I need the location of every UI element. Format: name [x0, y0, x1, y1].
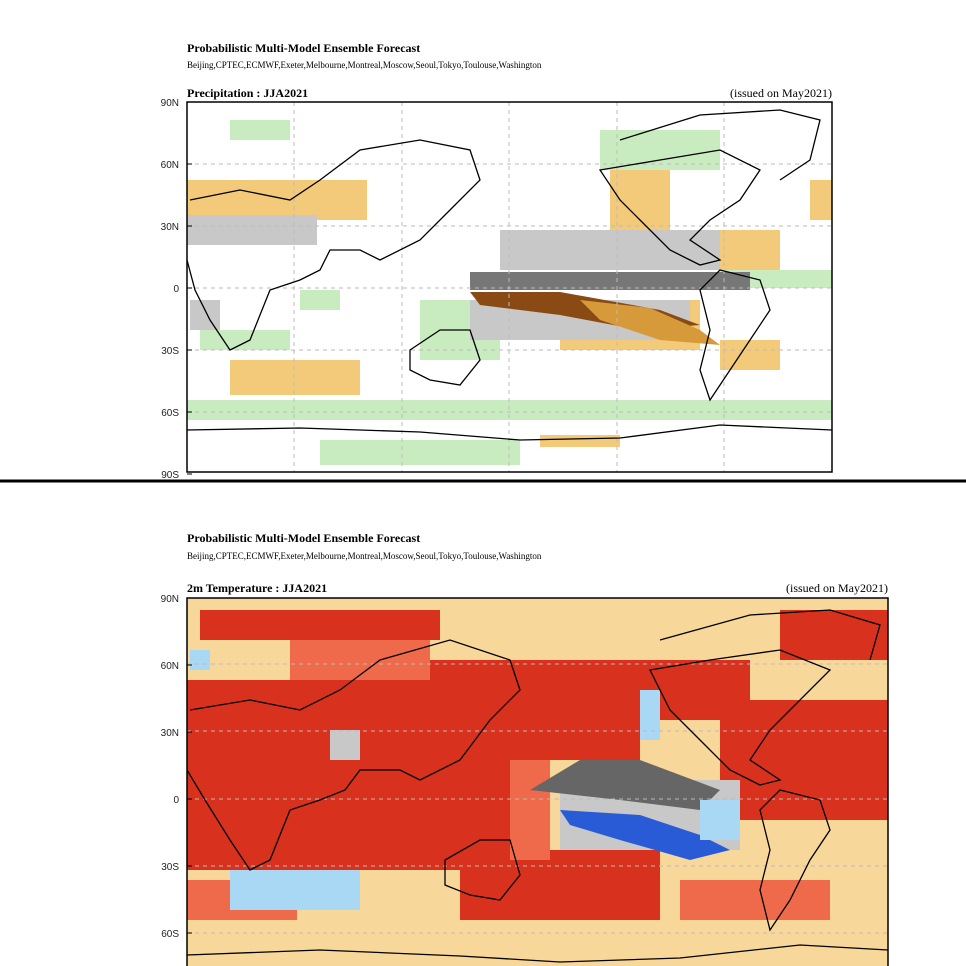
lat-label: 90N: [161, 98, 179, 109]
lat-label: 60S: [161, 929, 179, 940]
warm-area: [187, 640, 830, 920]
lat-axis: 90N 60N 30N 0 30S 60S 90S: [161, 98, 192, 481]
panel-title: Probabilistic Multi-Model Ensemble Forec…: [187, 41, 420, 55]
warm-core: [187, 610, 888, 920]
grid: [187, 102, 832, 472]
lat-label: 60S: [161, 408, 179, 419]
map-frame: [186, 597, 889, 966]
map-title: 2m Temperature : JJA2021: [187, 581, 327, 595]
temperature-panel: Probabilistic Multi-Model Ensemble Forec…: [161, 531, 889, 966]
panel-title: Probabilistic Multi-Model Ensemble Forec…: [187, 531, 420, 545]
lat-label: 60N: [161, 160, 179, 171]
cool-core: [560, 810, 730, 860]
cool-area: [190, 650, 740, 910]
normal-core: [530, 760, 720, 810]
lat-label: 90N: [161, 594, 179, 605]
lat-label: 60N: [161, 661, 179, 672]
issued-label: (issued on May2021): [786, 581, 888, 595]
issued-label: (issued on May2021): [730, 86, 832, 100]
lat-label: 0: [173, 284, 179, 295]
lat-axis: 90N 60N 30N 0 30S 60S: [161, 594, 192, 940]
precip-map: [187, 102, 832, 472]
coastline: [187, 109, 832, 441]
map-title: Precipitation : JJA2021: [187, 86, 308, 100]
normal-area: [470, 272, 750, 290]
map-frame: [186, 101, 833, 473]
precip-panel: Probabilistic Multi-Model Ensemble Forec…: [161, 41, 833, 481]
lat-label: 90S: [161, 470, 179, 481]
temperature-map: [187, 598, 888, 966]
lat-label: 30N: [161, 222, 179, 233]
lat-label: 30N: [161, 728, 179, 739]
lat-label: 30S: [161, 346, 179, 357]
panel-subtitle: Beijing,CPTEC,ECMWF,Exeter,Melbourne,Mon…: [187, 60, 542, 70]
lat-label: 30S: [161, 862, 179, 873]
lat-label: 0: [173, 795, 179, 806]
coastline: [187, 609, 888, 963]
dry-area: [580, 300, 720, 345]
panel-subtitle: Beijing,CPTEC,ECMWF,Exeter,Melbourne,Mon…: [187, 551, 542, 561]
